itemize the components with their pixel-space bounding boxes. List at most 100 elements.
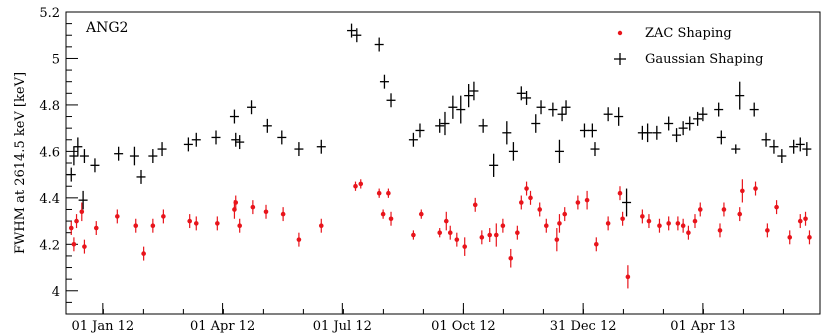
- zac-data-point: [692, 214, 698, 229]
- gaussian-data-point: [277, 130, 287, 145]
- gaussian-data-point: [136, 169, 146, 184]
- zac-data-point: [594, 237, 599, 252]
- zac-data-point: [353, 181, 358, 191]
- zac-data-point: [193, 216, 199, 231]
- gaussian-data-point: [129, 146, 139, 166]
- zac-data-point: [233, 195, 239, 210]
- zac-data-point: [646, 214, 652, 229]
- zac-data-point: [215, 216, 220, 231]
- legend-marker-gaussian: [614, 53, 626, 65]
- zac-data-point: [388, 211, 394, 226]
- zac-data-point: [447, 225, 453, 240]
- gaussian-data-point: [502, 121, 512, 145]
- gaussian-data-point: [731, 144, 741, 154]
- gaussian-data-point: [716, 130, 726, 145]
- zac-data-point: [418, 209, 424, 219]
- y-tick-label: 4.6: [39, 145, 60, 160]
- gaussian-data-point: [795, 137, 805, 152]
- gaussian-data-point: [590, 142, 600, 157]
- gaussian-data-point: [247, 100, 257, 115]
- legend: ZAC Shaping Gaussian Shaping: [614, 26, 763, 67]
- zac-data-point: [472, 197, 478, 212]
- zac-data-point: [479, 230, 485, 245]
- gaussian-data-point: [643, 123, 653, 143]
- y-axis-title: FWHM at 2614.5 keV [keV]: [13, 72, 28, 254]
- gaussian-data-point: [693, 111, 703, 126]
- gaussian-data-point: [374, 37, 384, 52]
- x-tick-label: 01 Jul 12: [313, 319, 372, 334]
- gaussian-data-point: [456, 95, 466, 124]
- zac-data-point: [74, 214, 79, 229]
- zac-data-point: [133, 218, 139, 233]
- zac-data-point: [515, 225, 520, 240]
- gaussian-data-point: [464, 84, 474, 108]
- gaussian-data-point: [469, 81, 479, 101]
- x-tick-label: 01 Apr 13: [670, 319, 735, 334]
- zac-data-point: [680, 218, 686, 233]
- gaussian-data-point: [262, 118, 272, 133]
- gaussian-data-point: [516, 86, 526, 101]
- y-tick-label: 4.8: [39, 99, 60, 114]
- zac-data-point: [79, 202, 85, 222]
- zac-data-point: [68, 221, 74, 236]
- gaussian-data-point: [211, 130, 221, 145]
- gaussian-data-point: [522, 90, 532, 105]
- gaussian-data-point: [603, 107, 613, 122]
- zac-data-point: [740, 179, 745, 203]
- gaussian-data-point: [749, 102, 759, 117]
- gaussian-data-point: [66, 167, 76, 182]
- legend-marker-zac: [617, 30, 623, 36]
- gaussian-data-point: [698, 107, 708, 122]
- gaussian-data-point: [69, 146, 79, 166]
- zac-data-point: [380, 209, 386, 219]
- zac-data-point: [115, 209, 120, 224]
- gaussian-data-point: [735, 81, 745, 110]
- gaussian-data-point: [440, 111, 450, 136]
- zac-data-point: [161, 209, 166, 224]
- zac-data-point: [562, 207, 568, 222]
- zac-data-point: [787, 230, 793, 245]
- zac-data-point: [376, 188, 382, 198]
- gaussian-data-point: [761, 132, 771, 147]
- gaussian-data-point: [508, 142, 518, 161]
- gaussian-data-point: [191, 132, 201, 147]
- zac-data-point: [443, 211, 449, 231]
- gaussian-data-point: [664, 116, 674, 131]
- zac-data-point: [584, 190, 590, 210]
- gaussian-data-point: [714, 102, 724, 117]
- gaussian-data-point: [802, 142, 812, 157]
- zac-data-point: [493, 223, 499, 247]
- zac-data-point: [296, 232, 302, 247]
- gaussian-data-point: [652, 125, 662, 140]
- gaussian-data-point: [614, 107, 624, 126]
- zac-data-point: [617, 186, 623, 201]
- gaussian-data-point: [557, 107, 567, 122]
- zac-data-point: [575, 195, 581, 210]
- gaussian-data-point: [536, 100, 546, 115]
- zac-data-point: [717, 223, 723, 238]
- gaussian-data-point: [114, 146, 124, 161]
- gaussian-data-point: [579, 123, 589, 138]
- zac-data-point: [721, 202, 727, 217]
- zac-data-point: [640, 209, 645, 224]
- zac-data-point: [697, 202, 703, 217]
- gaussian-data-point: [531, 114, 541, 133]
- zac-data-point: [487, 228, 493, 242]
- zac-data-point: [753, 181, 758, 196]
- zac-data-point: [411, 230, 416, 240]
- zac-data-point: [150, 218, 156, 233]
- zac-data-point: [437, 228, 443, 238]
- zac-data-point: [774, 200, 779, 215]
- zac-data-point: [765, 223, 770, 238]
- zac-data-point: [358, 179, 364, 189]
- zac-data-point: [454, 232, 460, 247]
- gaussian-data-point: [415, 123, 425, 138]
- zac-data-point: [508, 248, 514, 268]
- gaussian-data-point: [685, 116, 695, 131]
- zac-data-point: [803, 211, 808, 226]
- gaussian-data-point: [79, 149, 89, 163]
- zac-data-point: [500, 218, 506, 233]
- gaussian-data-point: [90, 158, 100, 173]
- gaussian-data-point: [622, 188, 632, 217]
